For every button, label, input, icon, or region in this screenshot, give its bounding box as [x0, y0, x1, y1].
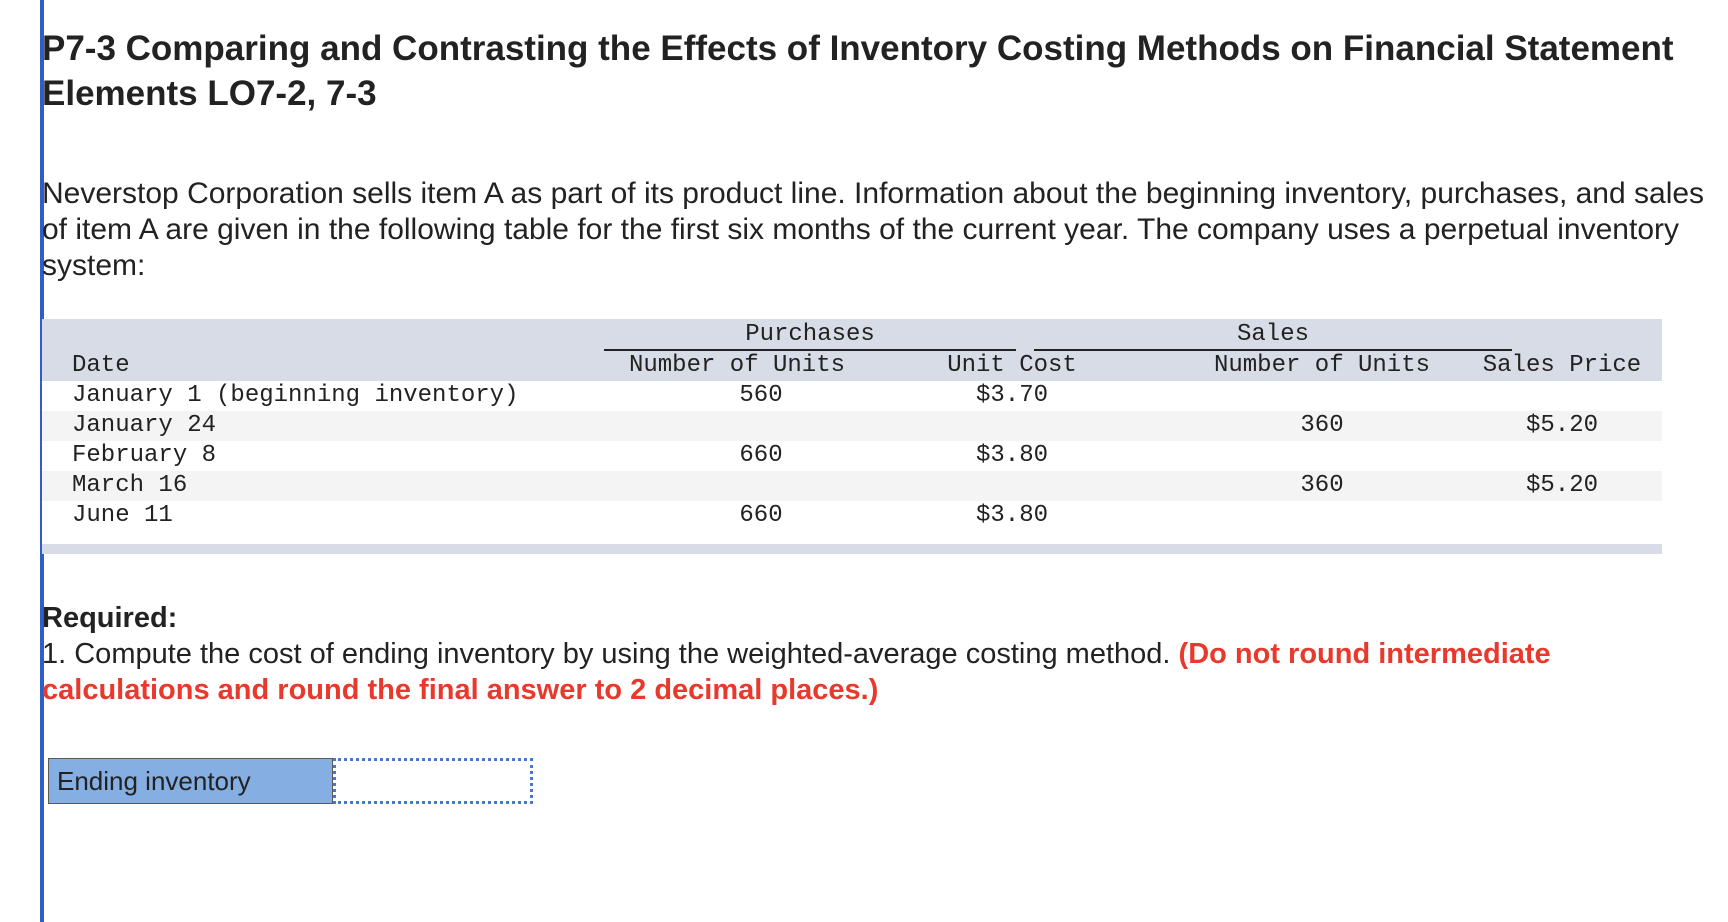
ending-inventory-input[interactable]: [333, 758, 533, 804]
row-unit-cost: $3.80: [975, 442, 1048, 469]
row-date: March 16: [72, 472, 188, 499]
row-date: January 24: [72, 412, 217, 439]
column-header-purchase-units: Number of Units: [628, 352, 846, 379]
column-header-row: Date Number of Units Unit Cost Number of…: [42, 351, 1662, 381]
purchases-group-header: Purchases: [745, 321, 875, 348]
required-question: 1. Compute the cost of ending inventory …: [42, 638, 1171, 670]
required-section: Required: 1. Compute the cost of ending …: [42, 600, 1722, 708]
row-date: June 11: [72, 502, 173, 529]
row-unit-cost: $3.80: [975, 502, 1048, 529]
problem-intro: Neverstop Corporation sells item A as pa…: [42, 177, 1705, 282]
column-header-sales-units: Number of Units: [1213, 352, 1431, 379]
row-purchase-units: 660: [739, 442, 783, 469]
row-purchase-units: 560: [739, 382, 783, 409]
required-label: Required:: [42, 602, 178, 634]
row-sales-units: 360: [1300, 472, 1344, 499]
table-row: January 24 360 $5.20: [42, 411, 1662, 441]
inventory-table: Purchases Sales Date Number of Units Uni…: [42, 319, 1662, 554]
table-body: January 1 (beginning inventory) 560 $3.7…: [42, 381, 1662, 544]
sales-group-header: Sales: [1236, 321, 1309, 348]
row-sales-units: 360: [1300, 412, 1344, 439]
row-date: February 8: [72, 442, 217, 469]
table-row: January 1 (beginning inventory) 560 $3.7…: [42, 381, 1662, 411]
row-sales-price: $5.20: [1525, 412, 1598, 439]
required-note: (Do not round intermediate calculations …: [42, 638, 1551, 706]
problem-title: P7-3 Comparing and Contrasting the Effec…: [42, 29, 1674, 113]
table-row: February 8 660 $3.80: [42, 441, 1662, 471]
row-date: January 1 (beginning inventory): [72, 382, 519, 409]
ending-inventory-label: Ending inventory: [48, 758, 333, 804]
table-row: March 16 360 $5.20: [42, 471, 1662, 501]
sales-header-rule: [1034, 349, 1512, 351]
table-row: June 11 660 $3.80: [42, 501, 1662, 531]
purchases-header-rule: [604, 349, 1016, 351]
column-header-sales-price: Sales Price: [1482, 352, 1642, 379]
column-header-unit-cost: Unit Cost: [947, 352, 1077, 379]
row-unit-cost: $3.70: [975, 382, 1048, 409]
row-purchase-units: 660: [739, 502, 783, 529]
row-sales-price: $5.20: [1525, 472, 1598, 499]
column-header-date: Date: [72, 352, 130, 379]
